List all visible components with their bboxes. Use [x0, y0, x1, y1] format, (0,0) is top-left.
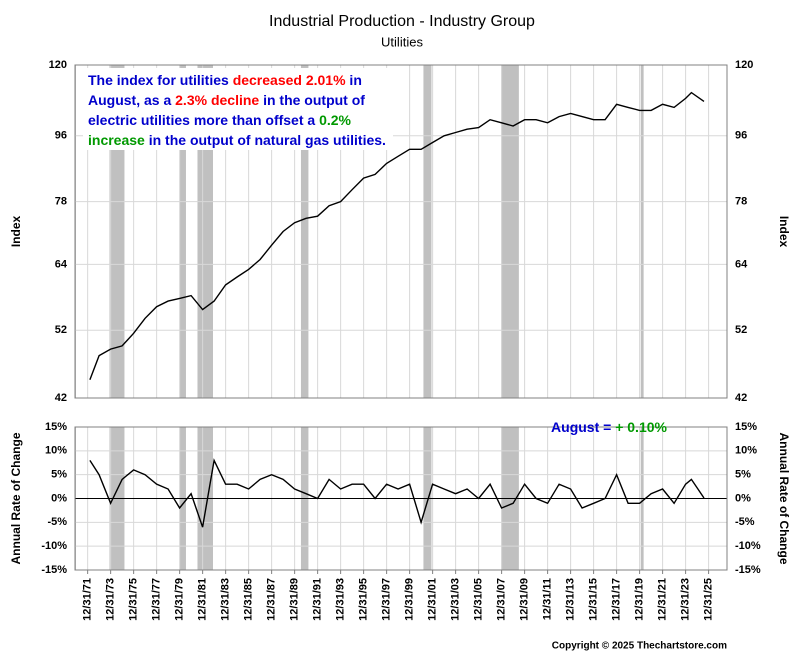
annotation: The index for utilities decreased 2.01% …	[88, 72, 362, 88]
y-tick-label-right: -5%	[735, 516, 755, 528]
annotation-segment: + 0.10%	[615, 419, 667, 435]
y-axis-label: Index	[9, 216, 23, 248]
annotation: electric utilities more than offset a 0.…	[88, 112, 352, 128]
y-tick-label-right: 10%	[735, 445, 757, 457]
copyright: Copyright © 2025 Thechartstore.com	[552, 641, 727, 652]
x-tick-label: 12/31/93	[335, 578, 347, 621]
y-tick-label: 64	[55, 258, 68, 270]
annotation-segment: increase	[88, 132, 145, 148]
annotation: August = + 0.10%	[551, 419, 667, 435]
y-tick-label-right: 96	[735, 130, 747, 142]
y-axis-label-right: Index	[777, 216, 791, 248]
x-tick-label: 12/31/07	[496, 578, 508, 621]
series-line	[89, 458, 705, 528]
y-tick-label: 10%	[45, 445, 67, 457]
x-tick-label: 12/31/11	[542, 578, 554, 620]
y-tick-label: 78	[55, 196, 67, 208]
x-tick-label: 12/31/73	[105, 578, 117, 621]
y-tick-label: -5%	[47, 516, 67, 528]
annotation-segment: 2.3% decline	[175, 92, 259, 108]
annotation-segment: August, as a	[88, 92, 175, 108]
annotation-segment: in the output of	[259, 92, 365, 108]
x-tick-label: 12/31/71	[82, 578, 94, 621]
y-tick-label: 52	[55, 324, 67, 336]
annotation-segment: August =	[551, 419, 615, 435]
x-tick-label: 12/31/99	[404, 578, 416, 621]
annotation-segment: The index for utilities	[88, 72, 233, 88]
series-line	[89, 91, 705, 380]
annotation-segment: in	[346, 72, 362, 88]
x-tick-label: 12/31/77	[151, 578, 163, 621]
y-axis-label: Annual Rate of Change	[9, 432, 23, 564]
y-tick-label: -10%	[41, 540, 67, 552]
annotation-segment: 0.2%	[319, 112, 351, 128]
recession-band	[423, 65, 432, 398]
y-axis-label-right: Annual Rate of Change	[777, 432, 791, 564]
annotation: August, as a 2.3% decline in the output …	[88, 92, 365, 108]
x-tick-label: 12/31/85	[243, 578, 255, 621]
chart-subtitle: Utilities	[381, 34, 423, 49]
y-tick-label: 96	[55, 130, 67, 142]
x-tick-label: 12/31/19	[634, 578, 646, 621]
x-tick-label: 12/31/89	[289, 578, 301, 621]
x-tick-label: 12/31/15	[588, 578, 600, 621]
x-tick-label: 12/31/97	[381, 578, 393, 621]
x-tick-label: 12/31/09	[519, 578, 531, 621]
recession-band	[501, 65, 519, 398]
y-tick-label-right: 15%	[735, 421, 757, 433]
x-tick-label: 12/31/23	[680, 578, 692, 621]
y-tick-label-right: 0%	[735, 492, 751, 504]
y-tick-label-right: 78	[735, 196, 747, 208]
plot-border	[74, 64, 728, 399]
recession-band	[300, 65, 309, 398]
y-tick-label: 120	[49, 59, 67, 71]
x-tick-label: 12/31/21	[657, 578, 669, 621]
x-tick-label: 12/31/95	[358, 578, 370, 621]
annotation-box	[83, 68, 393, 150]
x-tick-label: 12/31/03	[450, 578, 462, 621]
x-tick-label: 12/31/01	[427, 578, 439, 621]
y-tick-label: 5%	[51, 469, 67, 481]
annotation-segment: in the output of natural gas utilities.	[145, 132, 386, 148]
y-tick-label: 42	[55, 392, 67, 404]
y-tick-label: 15%	[45, 421, 67, 433]
x-tick-label: 12/31/79	[174, 578, 186, 621]
x-tick-label: 12/31/91	[312, 578, 324, 621]
y-tick-label-right: 52	[735, 324, 747, 336]
x-tick-label: 12/31/13	[565, 578, 577, 621]
chart-title: Industrial Production - Industry Group	[269, 13, 535, 30]
y-tick-label-right: 5%	[735, 469, 751, 481]
y-tick-label-right: -10%	[735, 540, 761, 552]
y-tick-label-right: -15%	[735, 564, 761, 576]
y-tick-label-right: 42	[735, 392, 747, 404]
y-tick-label-right: 64	[735, 258, 748, 270]
annotation: increase in the output of natural gas ut…	[88, 132, 386, 148]
x-tick-label: 12/31/05	[473, 578, 485, 621]
x-tick-label: 12/31/83	[220, 578, 232, 621]
recession-band	[179, 65, 186, 398]
annotation-segment: electric utilities more than offset a	[88, 112, 319, 128]
x-tick-label: 12/31/17	[611, 578, 623, 621]
x-tick-label: 12/31/81	[197, 578, 209, 621]
annotation-segment: decreased 2.01%	[233, 72, 346, 88]
plot-border	[74, 426, 728, 571]
y-tick-label: -15%	[41, 564, 67, 576]
x-tick-label: 12/31/75	[128, 578, 140, 621]
recession-band	[640, 65, 644, 398]
x-tick-label: 12/31/87	[266, 578, 278, 621]
y-tick-label: 0%	[51, 492, 67, 504]
y-tick-label-right: 120	[735, 59, 753, 71]
x-tick-label: 12/31/25	[703, 578, 715, 621]
